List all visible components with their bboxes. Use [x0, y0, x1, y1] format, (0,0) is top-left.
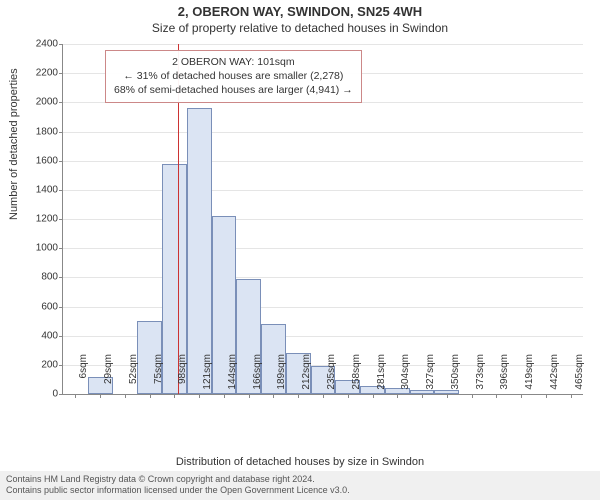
x-tick-label: 465sqm: [574, 354, 585, 402]
y-tick: [59, 307, 63, 308]
y-tick: [59, 248, 63, 249]
histogram-bar: [187, 108, 212, 394]
y-tick: [59, 365, 63, 366]
y-tick-label: 2400: [18, 39, 58, 50]
x-tick-label: 350sqm: [450, 354, 461, 402]
x-tick: [125, 394, 126, 398]
x-tick: [174, 394, 175, 398]
x-tick-label: 75sqm: [153, 354, 164, 402]
y-tick: [59, 44, 63, 45]
y-tick-label: 600: [18, 301, 58, 312]
x-tick-label: 304sqm: [400, 354, 411, 402]
annotation-line2: ← 31% of detached houses are smaller (2,…: [114, 69, 353, 83]
y-tick: [59, 132, 63, 133]
x-tick-label: 98sqm: [177, 354, 188, 402]
gridline: [63, 248, 583, 249]
x-tick-label: 121sqm: [202, 354, 213, 402]
x-tick-label: 281sqm: [376, 354, 387, 402]
x-tick: [273, 394, 274, 398]
y-tick-label: 400: [18, 330, 58, 341]
chart-container: 2, OBERON WAY, SWINDON, SN25 4WH Size of…: [0, 0, 600, 500]
x-tick: [298, 394, 299, 398]
y-tick-label: 1000: [18, 243, 58, 254]
x-tick-label: 166sqm: [252, 354, 263, 402]
y-tick: [59, 219, 63, 220]
y-tick: [59, 102, 63, 103]
x-tick-label: 235sqm: [326, 354, 337, 402]
y-tick-label: 800: [18, 272, 58, 283]
x-tick: [447, 394, 448, 398]
y-tick: [59, 190, 63, 191]
x-tick-label: 396sqm: [499, 354, 510, 402]
x-tick: [348, 394, 349, 398]
x-tick: [496, 394, 497, 398]
footer-line2: Contains public sector information licen…: [6, 485, 594, 497]
x-tick: [373, 394, 374, 398]
annotation-line1: 2 OBERON WAY: 101sqm: [114, 55, 353, 69]
x-tick-label: 29sqm: [103, 354, 114, 402]
x-axis-label: Distribution of detached houses by size …: [0, 456, 600, 468]
y-tick: [59, 394, 63, 395]
gridline: [63, 132, 583, 133]
y-tick-label: 2200: [18, 68, 58, 79]
title-address: 2, OBERON WAY, SWINDON, SN25 4WH: [0, 0, 600, 19]
gridline: [63, 307, 583, 308]
x-tick: [75, 394, 76, 398]
y-tick-label: 1200: [18, 214, 58, 225]
x-tick-label: 327sqm: [425, 354, 436, 402]
x-tick-label: 212sqm: [301, 354, 312, 402]
x-tick: [323, 394, 324, 398]
x-tick-label: 419sqm: [524, 354, 535, 402]
x-tick-label: 6sqm: [78, 354, 89, 402]
x-tick: [472, 394, 473, 398]
x-tick-label: 373sqm: [475, 354, 486, 402]
y-tick: [59, 161, 63, 162]
y-tick-label: 0: [18, 389, 58, 400]
gridline: [63, 277, 583, 278]
y-tick: [59, 277, 63, 278]
gridline: [63, 190, 583, 191]
gridline: [63, 219, 583, 220]
plot-area: 2 OBERON WAY: 101sqm← 31% of detached ho…: [62, 44, 583, 395]
x-tick-label: 144sqm: [227, 354, 238, 402]
x-tick: [422, 394, 423, 398]
gridline: [63, 44, 583, 45]
x-tick-label: 258sqm: [351, 354, 362, 402]
y-tick: [59, 336, 63, 337]
y-tick-label: 200: [18, 359, 58, 370]
x-tick: [571, 394, 572, 398]
x-tick: [397, 394, 398, 398]
x-tick: [199, 394, 200, 398]
annotation-box: 2 OBERON WAY: 101sqm← 31% of detached ho…: [105, 50, 362, 103]
y-tick-label: 1600: [18, 155, 58, 166]
y-tick-label: 1800: [18, 126, 58, 137]
y-tick-label: 2000: [18, 97, 58, 108]
x-tick-label: 189sqm: [276, 354, 287, 402]
x-tick: [100, 394, 101, 398]
y-axis-label: Number of detached properties: [8, 68, 20, 220]
title-subtitle: Size of property relative to detached ho…: [0, 19, 600, 35]
x-tick: [521, 394, 522, 398]
y-tick-label: 1400: [18, 184, 58, 195]
x-tick-label: 52sqm: [128, 354, 139, 402]
x-tick-label: 442sqm: [549, 354, 560, 402]
y-tick: [59, 73, 63, 74]
x-tick: [249, 394, 250, 398]
footer-line1: Contains HM Land Registry data © Crown c…: [6, 474, 594, 486]
x-tick: [150, 394, 151, 398]
annotation-line3: 68% of semi-detached houses are larger (…: [114, 83, 353, 97]
gridline: [63, 161, 583, 162]
footer: Contains HM Land Registry data © Crown c…: [0, 471, 600, 500]
x-tick: [224, 394, 225, 398]
x-tick: [546, 394, 547, 398]
